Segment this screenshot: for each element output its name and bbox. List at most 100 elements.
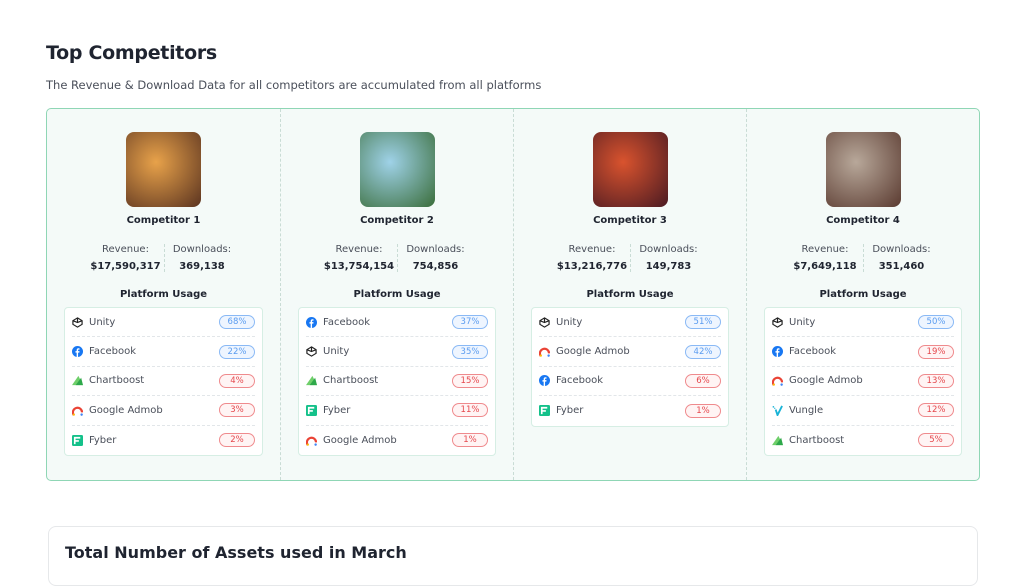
usage-badge: 68%	[219, 315, 255, 330]
admob-icon	[306, 435, 323, 446]
unity-icon	[72, 316, 89, 328]
platform-row: Google Admob 3%	[72, 396, 255, 426]
platform-row: Chartboost 15%	[306, 367, 488, 397]
usage-badge: 15%	[452, 373, 488, 388]
platform-row: Chartboost 4%	[72, 367, 255, 397]
revenue-value: $17,590,317	[90, 261, 161, 272]
revenue-value: $13,216,776	[556, 261, 628, 272]
admob-icon	[772, 375, 789, 387]
competitors-panel: Competitor 1 Revenue: $17,590,317 Downloa…	[46, 108, 980, 481]
platform-usage-list: Unity 68% Facebook 22% Chartboost 4% Google Ad…	[64, 307, 263, 456]
competitor-app-icon[interactable]	[126, 132, 201, 207]
competitor-card: Competitor 3 Revenue: $13,216,776 Downloa…	[513, 109, 746, 480]
usage-badge: 51%	[685, 315, 721, 330]
platform-row: Facebook 37%	[306, 308, 488, 338]
revenue-label: Revenue:	[801, 244, 849, 255]
platform-usage-list: Unity 50% Facebook 19% Google Admob 13% Vungle…	[764, 307, 962, 456]
downloads-value: 351,460	[878, 261, 925, 272]
platform-name: Facebook	[89, 346, 136, 358]
admob-icon	[539, 346, 556, 357]
revenue-label: Revenue:	[102, 244, 149, 255]
revenue-label: Revenue:	[335, 244, 383, 255]
platform-name: Chartboost	[323, 375, 379, 387]
platform-row: Unity 51%	[539, 308, 721, 338]
fyber-icon	[72, 434, 89, 446]
revenue-value: $13,754,154	[323, 261, 395, 272]
platform-row: Facebook 19%	[772, 337, 954, 367]
facebook-icon	[306, 316, 323, 328]
unity-icon	[539, 316, 556, 328]
platform-name: Facebook	[556, 375, 603, 387]
platform-name: Unity	[89, 316, 116, 328]
downloads-value: 754,856	[412, 261, 459, 272]
platform-row: Google Admob 1%	[306, 426, 488, 455]
assets-card: Total Number of Assets used in March	[48, 526, 978, 586]
assets-card-title: Total Number of Assets used in March	[65, 543, 407, 562]
competitor-app-icon[interactable]	[359, 132, 435, 207]
usage-badge: 3%	[219, 403, 255, 418]
usage-badge: 5%	[918, 433, 954, 448]
unity-icon	[306, 346, 323, 357]
usage-badge: 11%	[452, 403, 488, 418]
platform-usage-list: Facebook 37% Unity 35% Chartboost 15% Fyber 11%…	[298, 307, 496, 456]
usage-badge: 42%	[685, 344, 721, 359]
usage-badge: 37%	[452, 315, 488, 330]
platform-row: Vungle 12%	[772, 396, 954, 426]
facebook-icon	[72, 346, 89, 358]
competitor-name[interactable]: Competitor 1	[126, 215, 201, 226]
revenue-value: $7,649,118	[793, 261, 857, 272]
admob-icon	[72, 405, 89, 416]
revenue-label: Revenue:	[568, 244, 616, 255]
usage-badge: 1%	[452, 433, 488, 448]
competitor-name[interactable]: Competitor 4	[826, 215, 900, 226]
platform-name: Facebook	[789, 346, 836, 358]
downloads-value: 369,138	[179, 261, 225, 272]
fyber-icon	[306, 404, 323, 416]
usage-badge: 50%	[918, 315, 954, 330]
platform-usage-title: Platform Usage	[353, 289, 441, 300]
competitor-app-icon[interactable]	[592, 132, 668, 207]
platform-name: Google Admob	[89, 404, 163, 416]
platform-row: Unity 35%	[306, 337, 488, 367]
competitor-app-icon[interactable]	[825, 132, 901, 207]
usage-badge: 12%	[918, 403, 954, 418]
usage-badge: 1%	[685, 403, 721, 418]
platform-row: Google Admob 13%	[772, 367, 954, 397]
competitor-card: Competitor 2 Revenue: $13,754,154 Downloa…	[280, 109, 513, 480]
platform-row: Chartboost 5%	[772, 426, 954, 455]
page-subtitle: The Revenue & Download Data for all comp…	[46, 78, 542, 92]
platform-name: Facebook	[323, 316, 370, 328]
competitor-name[interactable]: Competitor 2	[360, 215, 434, 226]
downloads-label: Downloads:	[406, 244, 465, 255]
platform-name: Fyber	[89, 434, 117, 446]
chartboost-icon	[772, 435, 789, 446]
platform-name: Unity	[556, 316, 583, 328]
competitor-card: Competitor 4 Revenue: $7,649,118 Download…	[746, 109, 979, 480]
platform-row: Facebook 22%	[72, 337, 255, 367]
platform-name: Google Admob	[789, 375, 863, 387]
platform-name: Google Admob	[556, 346, 630, 358]
platform-name: Fyber	[556, 405, 584, 417]
platform-row: Fyber 1%	[539, 396, 721, 425]
usage-badge: 19%	[918, 344, 954, 359]
fyber-icon	[539, 405, 556, 417]
platform-usage-title: Platform Usage	[586, 289, 674, 300]
downloads-label: Downloads:	[172, 244, 232, 255]
platform-usage-list: Unity 51% Google Admob 42% Facebook 6% Fyber 1%	[531, 307, 729, 427]
page-title: Top Competitors	[46, 42, 217, 64]
chartboost-icon	[306, 375, 323, 386]
platform-name: Google Admob	[323, 434, 397, 446]
usage-badge: 6%	[685, 373, 721, 388]
platform-row: Unity 50%	[772, 308, 954, 338]
platform-row: Google Admob 42%	[539, 337, 721, 367]
downloads-label: Downloads:	[872, 244, 931, 255]
platform-name: Chartboost	[789, 434, 845, 446]
platform-row: Unity 68%	[72, 308, 255, 338]
platform-name: Chartboost	[89, 375, 145, 387]
usage-badge: 35%	[452, 344, 488, 359]
competitor-name[interactable]: Competitor 3	[593, 215, 667, 226]
competitor-card: Competitor 1 Revenue: $17,590,317 Downloa…	[47, 109, 280, 480]
platform-name: Fyber	[323, 404, 351, 416]
facebook-icon	[772, 346, 789, 358]
platform-name: Unity	[323, 346, 350, 358]
